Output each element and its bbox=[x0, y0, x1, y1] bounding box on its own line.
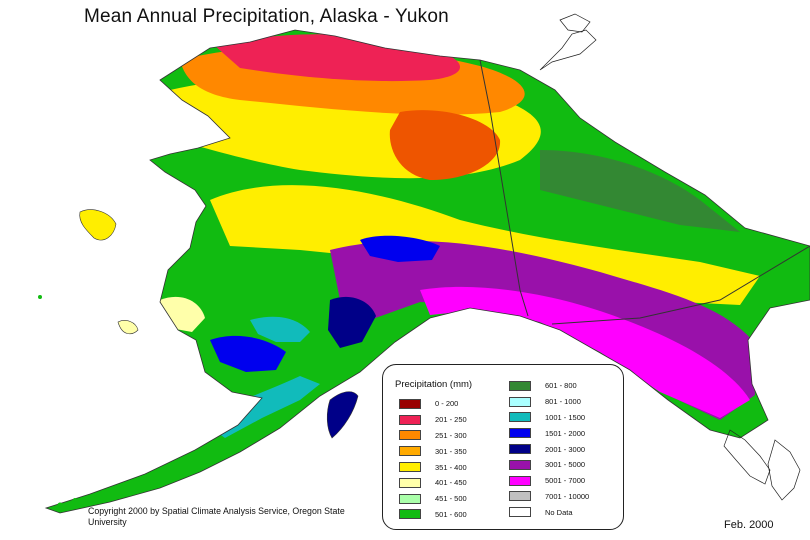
legend-range-label: 3001 - 5000 bbox=[545, 460, 586, 470]
st-lawrence-island bbox=[79, 209, 117, 241]
legend-column-left: 0 - 200 201 - 250 251 - 300 301 - 350 35… bbox=[399, 396, 467, 522]
legend-swatch bbox=[509, 444, 531, 455]
map-date: Feb. 2000 bbox=[724, 519, 774, 531]
alaska-yukon-border bbox=[479, 59, 529, 317]
aleutian-islet bbox=[38, 295, 42, 299]
precip-region-1501-2000-southwest bbox=[210, 335, 286, 372]
aleutian-islet bbox=[73, 498, 77, 502]
legend-range-label: 1501 - 2000 bbox=[545, 428, 586, 438]
legend-item: 201 - 250 bbox=[399, 412, 467, 428]
precip-region-351-400 bbox=[210, 185, 760, 305]
legend-title: Precipitation (mm) bbox=[395, 379, 473, 390]
legend-swatch bbox=[399, 430, 421, 441]
legend-range-label: 201 - 250 bbox=[435, 415, 467, 425]
legend-range-label: 5001 - 7000 bbox=[545, 476, 586, 486]
legend-column-right: 601 - 800 801 - 1000 1001 - 1500 1501 - … bbox=[509, 378, 589, 520]
legend-swatch bbox=[399, 414, 421, 425]
legend-swatch bbox=[509, 459, 531, 470]
legend-range-label: 251 - 300 bbox=[435, 430, 467, 440]
copyright-notice: Copyright 2000 by Spatial Climate Analys… bbox=[88, 506, 345, 527]
legend-item: 501 - 600 bbox=[399, 507, 467, 523]
legend-swatch bbox=[509, 380, 531, 391]
legend-range-label: 451 - 500 bbox=[435, 494, 467, 504]
legend-swatch bbox=[399, 509, 421, 520]
legend-item: 601 - 800 bbox=[509, 378, 589, 394]
legend-range-label: 0 - 200 bbox=[435, 399, 459, 409]
borders bbox=[479, 59, 810, 325]
nunivak-island bbox=[117, 320, 139, 335]
legend-range-label: 2001 - 3000 bbox=[545, 444, 586, 454]
legend-item: 5001 - 7000 bbox=[509, 473, 589, 489]
legend-item: 3001 - 5000 bbox=[509, 457, 589, 473]
legend-item: 7001 - 10000 bbox=[509, 489, 589, 505]
legend-range-label: 401 - 450 bbox=[435, 478, 467, 488]
legend-swatch bbox=[509, 475, 531, 486]
legend-range-label: 301 - 350 bbox=[435, 446, 467, 456]
precip-region-1001-1500 bbox=[250, 316, 310, 342]
legend-range-label: 501 - 600 bbox=[435, 509, 467, 519]
legend-item: 451 - 500 bbox=[399, 491, 467, 507]
arctic-islands-outline-2 bbox=[559, 13, 591, 33]
legend-item: 1001 - 1500 bbox=[509, 410, 589, 426]
legend-swatch bbox=[509, 396, 531, 407]
aleutian-islet bbox=[57, 502, 63, 508]
legend-swatch bbox=[399, 398, 421, 409]
legend-range-label: 351 - 400 bbox=[435, 462, 467, 472]
legend-item: 0 - 200 bbox=[399, 396, 467, 412]
precip-region-1501-2000 bbox=[360, 235, 440, 262]
legend-swatch bbox=[399, 462, 421, 473]
precip-region-251-300-interior bbox=[389, 110, 501, 180]
legend-item: 801 - 1000 bbox=[509, 394, 589, 410]
legend-item: 351 - 400 bbox=[399, 459, 467, 475]
kodiak-island bbox=[326, 391, 359, 439]
legend-swatch bbox=[399, 446, 421, 457]
legend-item: 301 - 350 bbox=[399, 443, 467, 459]
bc-coast-outline-2 bbox=[767, 439, 801, 501]
legend-item: 251 - 300 bbox=[399, 428, 467, 444]
bc-coast-outline bbox=[723, 429, 771, 485]
legend-item: 2001 - 3000 bbox=[509, 441, 589, 457]
legend-range-label: 601 - 800 bbox=[545, 381, 577, 391]
map-title: Mean Annual Precipitation, Alaska - Yuko… bbox=[84, 6, 449, 27]
precip-region-5001-7000 bbox=[420, 286, 750, 418]
legend-item: 401 - 450 bbox=[399, 475, 467, 491]
legend-range-label: 801 - 1000 bbox=[545, 397, 581, 407]
precip-region-601-800 bbox=[540, 150, 740, 232]
legend-swatch bbox=[509, 412, 531, 423]
legend-swatch bbox=[509, 428, 531, 439]
yukon-bc-border bbox=[551, 245, 810, 325]
precip-region-2001-3000 bbox=[328, 296, 376, 348]
legend-swatch bbox=[399, 477, 421, 488]
legend-swatch bbox=[509, 507, 531, 518]
coastline bbox=[44, 29, 810, 514]
legend-item: 1501 - 2000 bbox=[509, 425, 589, 441]
islands bbox=[38, 13, 801, 508]
legend: Precipitation (mm) 0 - 200 201 - 250 251… bbox=[382, 364, 624, 530]
legend-range-label: No Data bbox=[545, 507, 573, 517]
legend-range-label: 1001 - 1500 bbox=[545, 412, 586, 422]
legend-swatch bbox=[399, 493, 421, 504]
arctic-islands-outline bbox=[539, 29, 597, 71]
legend-item: No Data bbox=[509, 504, 589, 520]
legend-swatch bbox=[509, 491, 531, 502]
legend-range-label: 7001 - 10000 bbox=[545, 491, 590, 501]
